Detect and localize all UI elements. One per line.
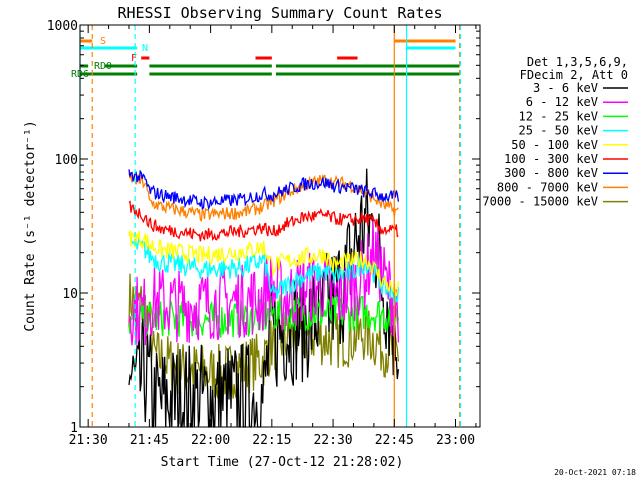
x-tick-label-1: 21:45 <box>130 433 169 448</box>
series-line-2 <box>128 294 400 338</box>
y-tick-label-2: 100 <box>55 153 78 168</box>
plot-frame <box>79 24 481 428</box>
flag-label-rd0: RD0 <box>94 61 112 72</box>
y-tick-label-1: 10 <box>62 287 78 302</box>
series-line-3 <box>128 231 400 307</box>
x-axis-label: Start Time (27-Oct-12 21:28:02) <box>161 455 404 470</box>
chart-title: RHESSI Observing Summary Count Rates <box>117 4 442 22</box>
flag-label-f: F <box>131 53 137 64</box>
legend-label-2: 12 - 25 keV <box>519 109 598 123</box>
legend-label-5: 100 - 300 keV <box>504 152 598 166</box>
y-tick-label-3: 1000 <box>47 19 78 34</box>
y-axis: 1 10 100 1000 <box>47 19 480 436</box>
legend-label-1: 6 - 12 keV <box>526 95 598 109</box>
legend-label-8: 7000 - 15000 keV <box>482 195 598 209</box>
legend-label-6: 300 - 800 keV <box>504 166 598 180</box>
x-tick-label-4: 22:30 <box>313 433 352 448</box>
x-tick-label-0: 21:30 <box>69 433 108 448</box>
series-line-7 <box>128 172 399 223</box>
y-tick-label-0: 1 <box>70 421 78 436</box>
x-tick-label-2: 22:00 <box>191 433 230 448</box>
x-axis: 21:30 21:45 22:00 22:15 22:30 22:45 23:00 <box>69 25 477 448</box>
legend-label-0: 3 - 6 keV <box>533 81 598 95</box>
footer-stamp: 20-Oct-2021 07:18 <box>554 468 636 477</box>
legend-label-4: 50 - 100 keV <box>511 138 598 152</box>
series-lines <box>128 168 400 428</box>
flag-label-s: S <box>100 36 106 47</box>
series-line-4 <box>128 230 400 297</box>
legend-header-decimation: FDecim 2, Att 0 <box>520 68 628 82</box>
x-tick-label-3: 22:15 <box>252 433 291 448</box>
y-axis-label: Count Rate (s⁻¹ detector⁻¹) <box>23 120 38 331</box>
series-line-5 <box>128 200 399 242</box>
legend-label-7: 800 - 7000 keV <box>497 180 598 194</box>
x-tick-label-6: 23:00 <box>436 433 475 448</box>
legend-label-3: 25 - 50 keV <box>519 124 598 138</box>
legend-header-detectors: Det 1,3,5,6,9, <box>527 55 628 69</box>
series-line-6 <box>128 169 400 211</box>
x-tick-label-5: 22:45 <box>375 433 414 448</box>
flag-label-n: N <box>142 43 148 54</box>
